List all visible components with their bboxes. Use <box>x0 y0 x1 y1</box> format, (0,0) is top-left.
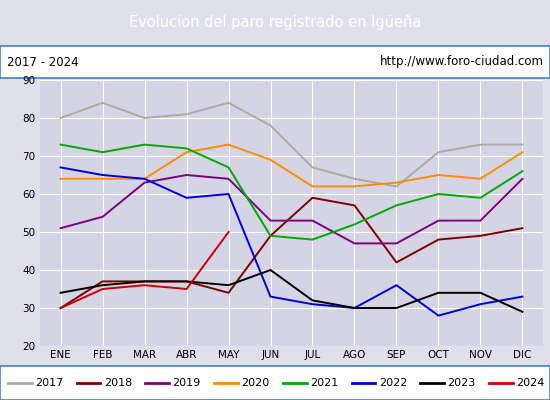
Text: 2023: 2023 <box>448 378 476 388</box>
Text: 2019: 2019 <box>173 378 201 388</box>
Text: 2017 - 2024: 2017 - 2024 <box>7 56 78 68</box>
Text: 2020: 2020 <box>241 378 270 388</box>
Text: 2024: 2024 <box>516 378 544 388</box>
Text: Evolucion del paro registrado en Igüeña: Evolucion del paro registrado en Igüeña <box>129 16 421 30</box>
Text: 2017: 2017 <box>35 378 63 388</box>
Text: http://www.foro-ciudad.com: http://www.foro-ciudad.com <box>379 56 543 68</box>
Text: 2022: 2022 <box>378 378 407 388</box>
Text: 2021: 2021 <box>310 378 338 388</box>
Text: 2018: 2018 <box>103 378 132 388</box>
